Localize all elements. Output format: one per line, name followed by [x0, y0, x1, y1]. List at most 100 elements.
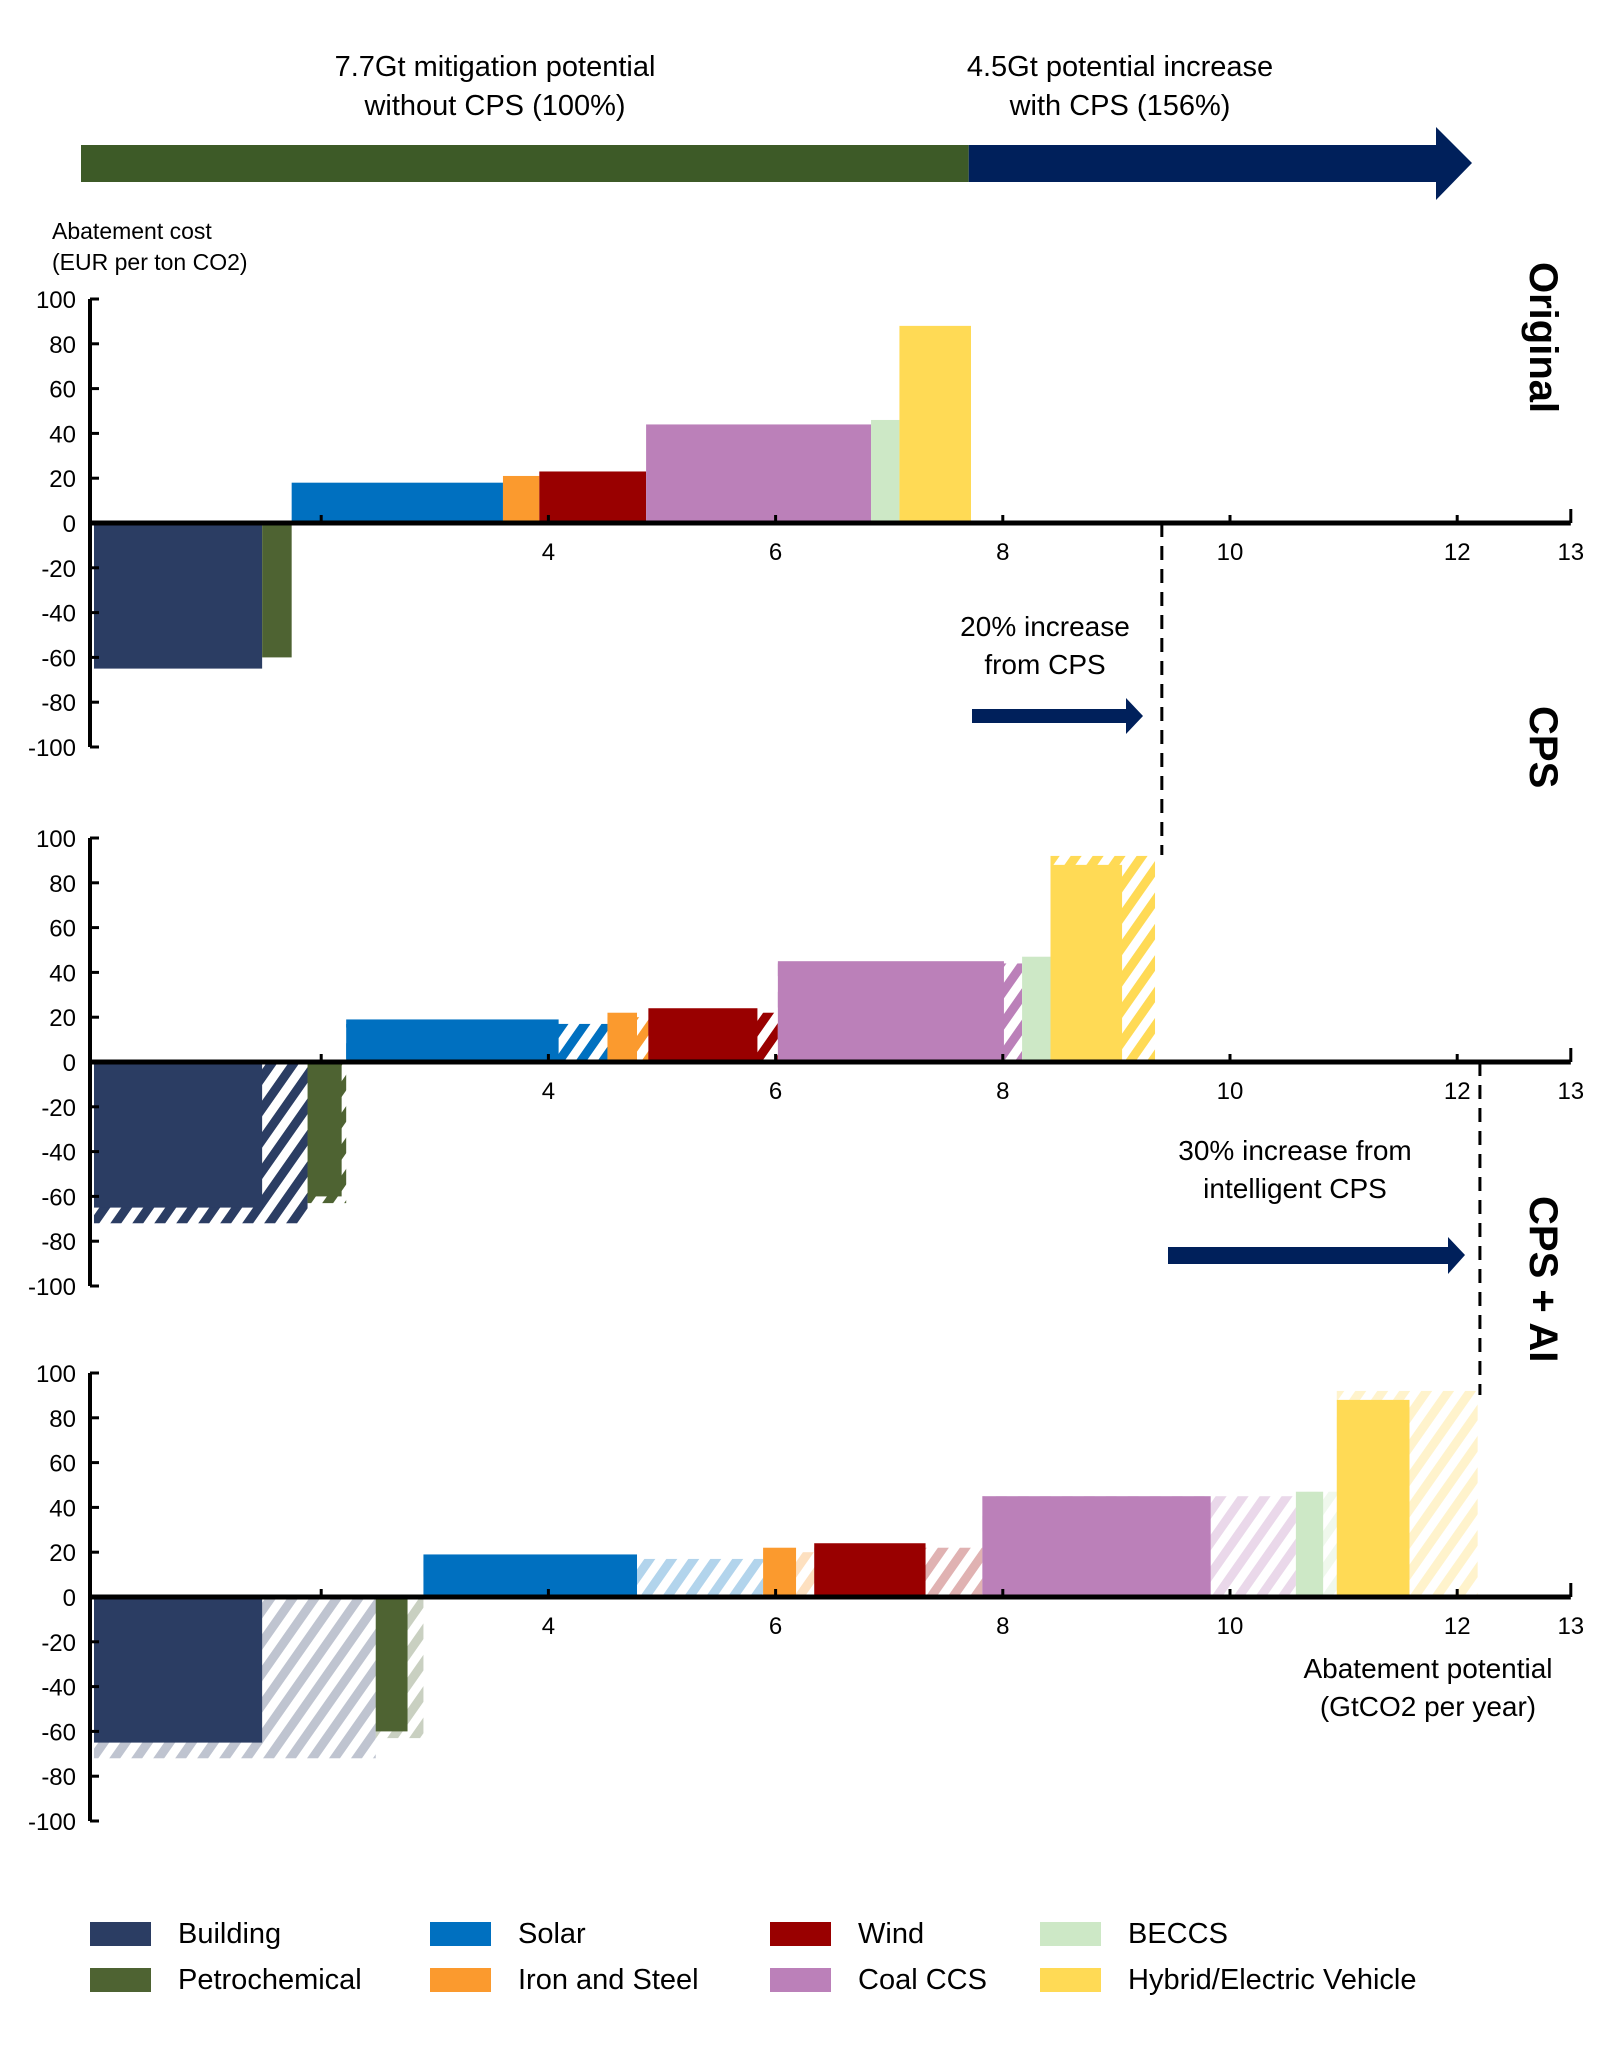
bar-iron-and-steel [607, 1012, 638, 1062]
ai-increase-arrow [1168, 1237, 1465, 1274]
header-left-line2: without CPS (100%) [364, 90, 626, 122]
y-tick-label: -40 [41, 1140, 76, 1167]
bar-wind [648, 1008, 758, 1062]
y-axis-title-line1: Abatement cost [52, 218, 212, 244]
y-tick-label: 60 [49, 1451, 76, 1478]
bar-building [94, 1062, 263, 1208]
y-tick-label: 80 [49, 871, 76, 898]
x-tick-label: 6 [769, 1078, 782, 1105]
bar-hybrid-electric-vehicle [899, 325, 971, 523]
x-tick-label: 4 [542, 539, 555, 566]
bar-beccs [1295, 1491, 1324, 1597]
legend-item: Iron and Steel [430, 1960, 770, 2000]
panel-label-cps: CPS [1521, 706, 1565, 789]
legend-swatch-iron-steel [430, 1968, 491, 1992]
y-tick-label: -80 [41, 690, 76, 717]
legend-item: Building [90, 1914, 430, 1954]
arrow-segment-with-cps [968, 127, 1472, 200]
x-tick-label: 13 [1557, 539, 1584, 566]
bar-iron-and-steel [502, 475, 540, 523]
legend-swatch-petrochemical [90, 1968, 151, 1992]
y-tick-label: -20 [41, 1095, 76, 1122]
legend-item: Hybrid/Electric Vehicle [1040, 1960, 1460, 2000]
bar-wind [539, 471, 647, 523]
x-axis-title-line2: (GtCO2 per year) [1319, 1691, 1537, 1722]
bar-beccs [871, 419, 900, 523]
legend: Building Solar Wind BECCS Petrochemical … [90, 1914, 1460, 2000]
x-tick-label: 4 [542, 1613, 555, 1640]
panel-original: 100 80 60 40 20 0 -20 -40 -60 -80 -100 4 6 8 10 12 13 [28, 287, 1584, 762]
y-tick-label: 40 [49, 421, 76, 448]
y-axis-title: Abatement cost (EUR per ton CO2) [52, 216, 248, 278]
legend-label: Building [178, 1917, 282, 1950]
y-tick-label: 60 [49, 377, 76, 404]
legend-label: Solar [518, 1917, 586, 1950]
legend-item: BECCS [1040, 1914, 1460, 1954]
y-tick-label: -60 [41, 645, 76, 672]
annotation-cps-line1: 20% increase [960, 611, 1130, 642]
x-tick-label: 10 [1217, 539, 1244, 566]
header-right-line1: 4.5Gt potential increase [966, 51, 1274, 83]
legend-label: BECCS [1128, 1917, 1228, 1950]
legend-item: Wind [770, 1914, 1040, 1954]
y-tick-label: 80 [49, 1406, 76, 1433]
y-tick-label: -80 [41, 1764, 76, 1791]
x-tick-label: 10 [1217, 1078, 1244, 1105]
y-tick-label: 100 [36, 287, 76, 314]
y-tick-label: -20 [41, 556, 76, 583]
x-tick-label: 6 [769, 539, 782, 566]
panel-cps: 100 80 60 40 20 0 -20 -40 -60 -80 -100 4 6 8 10 12 13 [28, 826, 1584, 1301]
bar-building [94, 1597, 263, 1743]
legend-label: Iron and Steel [518, 1963, 699, 1996]
top-potential-arrow [81, 127, 1472, 200]
legend-item: Petrochemical [90, 1960, 430, 2000]
bar-solar [423, 1554, 638, 1597]
bar-coal-ccs [777, 961, 1004, 1062]
y-axis-title-line2: (EUR per ton CO2) [52, 249, 248, 275]
y-tick-label: 100 [36, 1361, 76, 1388]
y-tick-label: 20 [49, 1005, 76, 1032]
x-tick-label: 6 [769, 1613, 782, 1640]
header-right-line2: with CPS (156%) [1009, 90, 1231, 122]
bar-wind [814, 1543, 926, 1597]
x-axis-title: Abatement potential (GtCO2 per year) [1278, 1650, 1578, 1726]
y-tick-label: 40 [49, 960, 76, 987]
y-tick-label: -60 [41, 1719, 76, 1746]
annotation-ai-line1: 30% increase from [1178, 1135, 1412, 1166]
x-tick-label: 8 [996, 539, 1009, 566]
bar-solar [291, 482, 503, 523]
legend-label: Wind [858, 1917, 925, 1950]
bar-coal-ccs [982, 1496, 1211, 1597]
bar-hybrid-electric-vehicle [1050, 864, 1123, 1062]
y-tick-label: -100 [28, 1809, 76, 1836]
y-tick-label: 0 [63, 511, 76, 538]
y-tick-label: 100 [36, 826, 76, 853]
y-tick-label: 60 [49, 916, 76, 943]
y-tick-label: 0 [63, 1050, 76, 1077]
y-tick-label: 20 [49, 1540, 76, 1567]
legend-swatch-coal-ccs [770, 1968, 831, 1992]
y-tick-label: -80 [41, 1229, 76, 1256]
legend-swatch-beccs [1040, 1922, 1101, 1946]
header-left-line1: 7.7Gt mitigation potential [334, 51, 656, 83]
x-tick-label: 13 [1557, 1613, 1584, 1640]
panel-cps-ai: 100 80 60 40 20 0 -20 -40 -60 -80 -100 4 6 8 10 12 13 [28, 1361, 1584, 1836]
y-tick-label: -100 [28, 735, 76, 762]
y-tick-label: -40 [41, 1675, 76, 1702]
x-tick-label: 12 [1444, 1613, 1471, 1640]
header-left-label: 7.7Gt mitigation potential without CPS (… [260, 48, 730, 126]
legend-label: Petrochemical [178, 1963, 362, 1996]
y-tick-label: 80 [49, 332, 76, 359]
bar-beccs [1022, 956, 1051, 1062]
x-tick-label: 12 [1444, 1078, 1471, 1105]
bar-petrochemical [375, 1597, 408, 1732]
bar-petrochemical [307, 1062, 342, 1197]
legend-swatch-solar [430, 1922, 491, 1946]
x-tick-label: 12 [1444, 539, 1471, 566]
y-tick-label: -100 [28, 1274, 76, 1301]
bar-hybrid-electric-vehicle [1336, 1399, 1410, 1597]
legend-label: Coal CCS [858, 1963, 987, 1996]
y-tick-label: 40 [49, 1495, 76, 1522]
legend-item: Solar [430, 1914, 770, 1954]
